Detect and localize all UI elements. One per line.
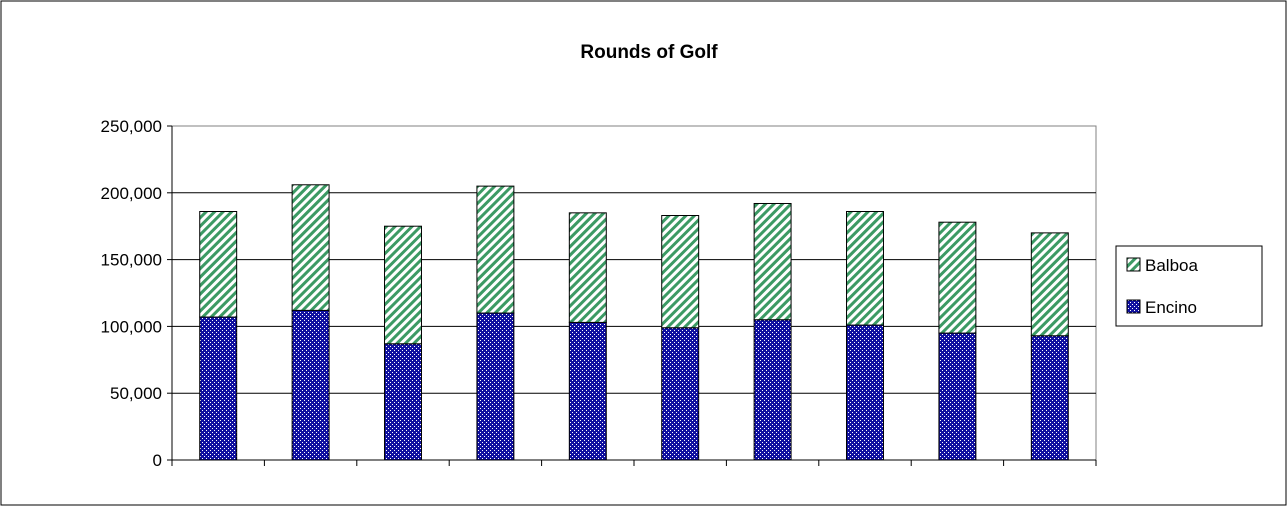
y-tick-labels: 0 50,000 100,000 150,000 200,000 250,000 — [101, 117, 162, 470]
bar-encino — [384, 343, 422, 461]
bar-balboa — [199, 211, 238, 318]
plot-area: 0 50,000 100,000 150,000 200,000 250,000 — [101, 117, 1097, 470]
legend-swatch-balboa — [1126, 257, 1141, 272]
y-tick-label: 200,000 — [101, 184, 162, 203]
y-tick-label: 100,000 — [101, 317, 162, 336]
legend: Balboa Encino — [1115, 245, 1263, 327]
y-tick-label: 150,000 — [101, 251, 162, 270]
bar-encino — [568, 321, 607, 461]
bar-encino — [1030, 335, 1069, 461]
legend-label-balboa: Balboa — [1145, 256, 1198, 275]
bar-balboa — [846, 211, 884, 326]
bar-balboa — [938, 221, 977, 334]
bar-balboa — [291, 184, 330, 311]
y-tick-label: 250,000 — [101, 117, 162, 136]
bar-balboa — [384, 225, 422, 345]
bar-encino — [199, 316, 238, 461]
bar-encino — [476, 312, 515, 461]
bar-encino — [753, 319, 792, 461]
bar-encino — [846, 324, 884, 461]
chart-title: Rounds of Golf — [580, 42, 718, 63]
y-tick-label: 50,000 — [110, 384, 162, 403]
axes — [167, 125, 1097, 466]
bar-balboa — [476, 185, 515, 314]
legend-label-encino: Encino — [1145, 298, 1197, 317]
bar-encino — [938, 332, 977, 461]
bar-encino — [661, 327, 700, 461]
bar-balboa — [753, 202, 792, 321]
bar-balboa — [568, 212, 607, 323]
bar-balboa — [661, 215, 700, 329]
bar-encino — [291, 309, 330, 461]
bars — [199, 184, 1069, 461]
bar-balboa — [1030, 232, 1069, 337]
y-tick-label: 0 — [153, 451, 162, 470]
legend-swatch-encino — [1126, 299, 1141, 314]
